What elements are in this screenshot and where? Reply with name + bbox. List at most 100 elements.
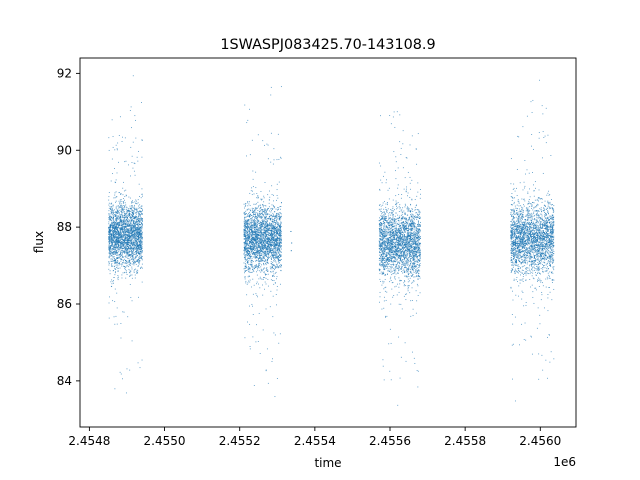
data-point	[135, 251, 136, 253]
data-point	[129, 239, 131, 241]
data-point	[249, 223, 251, 225]
data-point	[276, 252, 278, 254]
data-point	[108, 213, 110, 214]
data-point	[124, 235, 126, 237]
data-point	[113, 216, 114, 218]
data-point	[246, 283, 248, 285]
data-point	[133, 211, 134, 213]
data-point	[248, 219, 250, 220]
data-point	[131, 228, 132, 230]
data-point	[130, 217, 132, 219]
data-point	[135, 256, 137, 258]
data-point	[115, 261, 117, 263]
data-point	[126, 234, 128, 236]
data-point	[265, 260, 267, 262]
data-point	[119, 203, 121, 205]
data-point	[270, 234, 272, 236]
data-point	[110, 233, 112, 235]
data-point	[117, 262, 119, 263]
data-point	[136, 213, 137, 215]
data-point	[248, 248, 250, 249]
data-point	[138, 219, 139, 221]
data-point	[128, 228, 130, 230]
data-point	[114, 274, 116, 276]
data-point	[117, 229, 119, 231]
data-point	[249, 242, 251, 244]
data-point	[129, 254, 131, 256]
data-point	[262, 246, 264, 248]
data-point	[270, 242, 272, 244]
data-point	[130, 232, 132, 234]
data-point	[273, 159, 275, 161]
data-point	[255, 230, 257, 232]
data-point	[128, 259, 130, 261]
data-point	[274, 231, 276, 233]
data-point	[252, 240, 253, 242]
data-point	[125, 194, 127, 196]
data-point	[275, 228, 277, 230]
data-point	[252, 253, 253, 255]
data-point	[254, 245, 256, 247]
data-point	[252, 190, 253, 192]
data-point	[122, 378, 123, 380]
data-point	[131, 300, 133, 302]
data-point	[114, 225, 115, 227]
data-point	[117, 260, 119, 262]
data-point	[274, 238, 276, 240]
data-point	[248, 216, 250, 218]
data-point	[140, 248, 142, 250]
data-point	[273, 283, 275, 285]
data-point	[126, 260, 128, 262]
data-point	[264, 281, 266, 283]
data-point	[272, 256, 274, 258]
data-point	[250, 272, 252, 273]
data-point	[109, 270, 111, 272]
data-point	[246, 252, 248, 254]
data-point	[110, 223, 112, 225]
data-point	[121, 205, 123, 207]
data-point	[278, 248, 280, 250]
data-point	[278, 234, 280, 236]
data-point	[272, 235, 274, 237]
data-point	[131, 241, 133, 243]
data-point	[258, 231, 260, 233]
data-point	[134, 224, 136, 226]
data-point	[114, 224, 116, 226]
data-point	[117, 233, 119, 235]
data-point	[279, 254, 281, 256]
data-point	[245, 234, 247, 236]
data-point	[268, 199, 270, 201]
data-point	[135, 244, 137, 246]
data-point	[277, 260, 279, 262]
data-point	[118, 221, 120, 223]
data-point	[116, 248, 118, 250]
data-point	[260, 239, 262, 240]
data-point	[133, 207, 135, 209]
data-point	[133, 221, 135, 222]
data-point	[139, 260, 141, 262]
data-point	[270, 240, 272, 242]
data-point	[138, 235, 140, 237]
data-point	[270, 230, 272, 232]
data-point	[117, 271, 119, 272]
data-point	[123, 223, 125, 225]
data-point	[134, 229, 136, 231]
data-point	[255, 241, 257, 242]
data-point	[256, 237, 258, 239]
data-point	[251, 214, 253, 216]
data-point	[260, 230, 262, 232]
data-point	[114, 197, 116, 199]
data-point	[108, 247, 110, 249]
data-point	[278, 224, 280, 226]
data-point	[122, 248, 124, 249]
data-point	[118, 239, 120, 241]
data-point	[130, 226, 132, 228]
data-point	[257, 228, 258, 230]
data-point	[270, 227, 272, 229]
data-point	[130, 229, 132, 231]
data-point	[265, 213, 266, 215]
data-point	[255, 238, 256, 240]
data-point	[263, 237, 264, 239]
data-point	[277, 197, 279, 199]
data-point	[245, 240, 247, 242]
